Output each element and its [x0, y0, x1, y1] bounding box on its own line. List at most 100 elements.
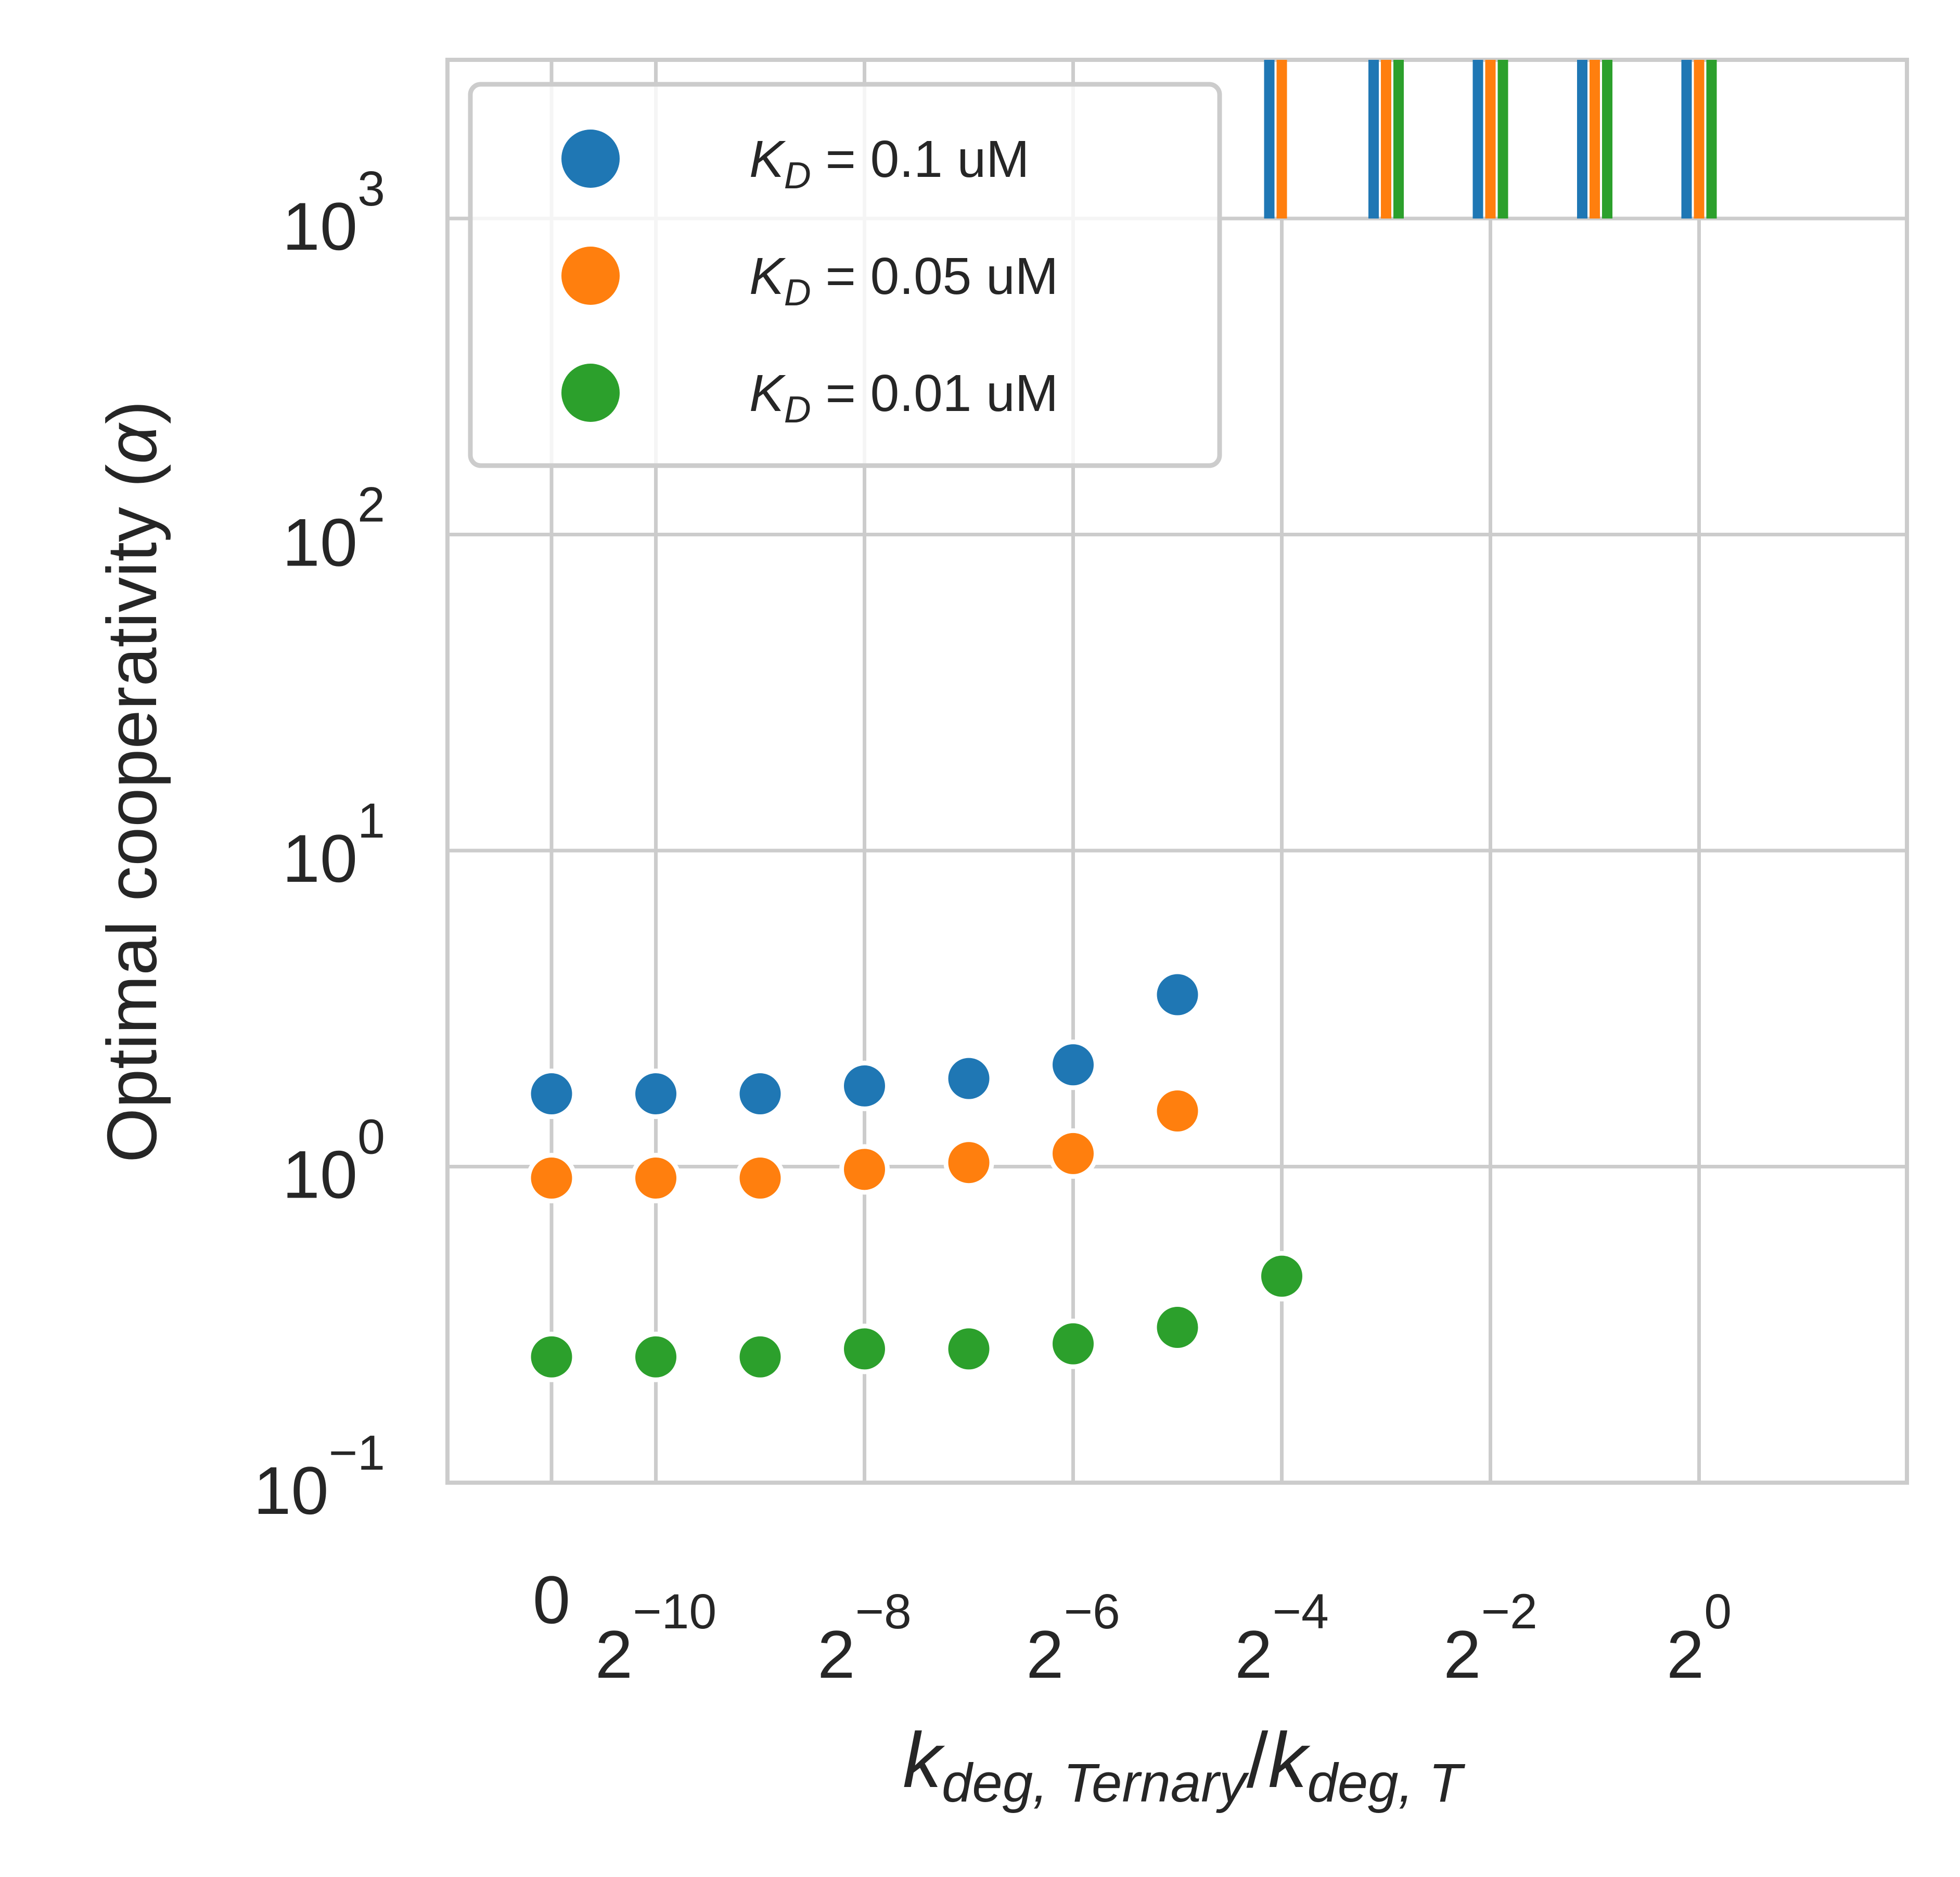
data-point — [735, 1152, 786, 1203]
legend-item: KD = 0.01 uM — [561, 364, 1058, 431]
y-tick-base: 10 — [283, 188, 358, 264]
y-tick-exponent: −1 — [329, 1425, 385, 1481]
legend-marker — [561, 130, 620, 188]
y-tick-label: 100 — [283, 1110, 385, 1213]
y-title-symbol: α — [93, 422, 171, 464]
beyond-axis-marker — [1393, 60, 1404, 218]
legend-item: KD = 0.1 uM — [561, 130, 1029, 197]
beyond-axis-marker — [1577, 60, 1587, 218]
x-tick-label: 0 — [533, 1562, 570, 1638]
beyond-axis-marker — [1472, 60, 1483, 218]
legend-marker — [561, 364, 620, 422]
plot-frame — [445, 58, 1909, 1485]
y-tick-label: 102 — [283, 478, 385, 581]
y-tick-base: 10 — [283, 505, 358, 581]
y-tick-base: 10 — [283, 1137, 358, 1213]
data-point — [839, 1144, 890, 1195]
data-point — [943, 1323, 994, 1374]
beyond-axis-markers — [1264, 60, 1717, 218]
x-tick-label: 2−8 — [817, 1584, 912, 1692]
beyond-axis-marker — [1694, 60, 1705, 218]
y-tick-exponent: 3 — [357, 161, 385, 216]
legend-label: KD = 0.01 uM — [749, 364, 1058, 431]
x-axis-title: kdeg, Ternary/kdeg, T — [903, 1716, 1466, 1814]
y-tick-base: 10 — [283, 820, 358, 896]
data-point — [735, 1331, 786, 1382]
data-point — [839, 1060, 890, 1111]
x-tick-base: 2 — [1443, 1616, 1481, 1692]
x-tick-label: 2−4 — [1235, 1584, 1329, 1692]
x-title-numerator-sub: deg, Ternary — [942, 1753, 1249, 1814]
beyond-axis-marker — [1590, 60, 1600, 218]
x-tick-label: 2−10 — [595, 1584, 716, 1692]
x-title-base: k — [903, 1716, 945, 1804]
x-tick-base: 2 — [1026, 1616, 1064, 1692]
x-tick-exponent: −2 — [1481, 1584, 1537, 1639]
legend-label: KD = 0.1 uM — [749, 130, 1029, 197]
beyond-axis-marker — [1381, 60, 1391, 218]
beyond-axis-marker — [1264, 60, 1275, 218]
y-tick-exponent: 1 — [357, 793, 385, 848]
legend-items: KD = 0.1 uM KD = 0.05 uM KD = 0.01 uM — [561, 130, 1058, 431]
x-tick-exponent: −10 — [633, 1584, 716, 1639]
x-title-denominator-sub: deg, T — [1307, 1753, 1466, 1814]
x-tick-base: 2 — [1667, 1616, 1704, 1692]
y-title-close: ) — [93, 401, 171, 424]
data-point — [839, 1323, 890, 1374]
x-tick-exponent: −4 — [1272, 1584, 1328, 1639]
data-point — [1048, 1039, 1098, 1090]
data-points — [526, 969, 1307, 1382]
legend-label: KD = 0.05 uM — [749, 247, 1058, 314]
y-title-text: Optimal cooperativity ( — [93, 464, 171, 1163]
beyond-axis-marker — [1276, 60, 1287, 218]
x-tick-base: 2 — [1235, 1616, 1272, 1692]
y-tick-label: 103 — [283, 161, 385, 264]
data-point — [1257, 1251, 1307, 1302]
data-point — [943, 1137, 994, 1188]
legend-box — [468, 82, 1222, 468]
x-tick-label: 2−2 — [1443, 1584, 1538, 1692]
plot-border — [445, 58, 1909, 1485]
data-point — [631, 1331, 681, 1382]
data-point — [1048, 1128, 1098, 1179]
y-tick-base: 10 — [253, 1452, 329, 1528]
x-tick-labels: 02−102−82−62−42−220 — [533, 1562, 1732, 1692]
y-axis-title: Optimal cooperativity (α) — [93, 401, 171, 1163]
data-point — [943, 1053, 994, 1104]
x-tick-exponent: −6 — [1064, 1584, 1120, 1639]
y-tick-label: 10−1 — [253, 1425, 385, 1528]
x-title-base-2: k — [1268, 1716, 1311, 1804]
data-point — [1152, 1086, 1203, 1137]
x-tick-base: 2 — [817, 1616, 855, 1692]
x-tick-base: 0 — [533, 1562, 570, 1638]
y-tick-exponent: 0 — [357, 1110, 385, 1165]
beyond-axis-marker — [1368, 60, 1379, 218]
beyond-axis-marker — [1485, 60, 1496, 218]
legend-marker — [561, 247, 620, 305]
data-point — [631, 1152, 681, 1203]
x-tick-label: 2−6 — [1026, 1584, 1120, 1692]
data-point — [1152, 1302, 1203, 1353]
beyond-axis-marker — [1602, 60, 1612, 218]
x-tick-base: 2 — [595, 1616, 633, 1692]
data-point — [735, 1069, 786, 1120]
y-tick-label: 101 — [283, 793, 385, 896]
beyond-axis-marker — [1497, 60, 1508, 218]
data-point — [631, 1069, 681, 1120]
x-title-separator: / — [1247, 1716, 1269, 1804]
data-point — [526, 1152, 577, 1203]
x-tick-exponent: −8 — [855, 1584, 911, 1639]
x-tick-label: 20 — [1667, 1584, 1732, 1692]
y-tick-exponent: 2 — [357, 478, 385, 533]
beyond-axis-marker — [1681, 60, 1692, 218]
legend-item: KD = 0.05 uM — [561, 247, 1058, 314]
data-point — [1048, 1318, 1098, 1369]
beyond-axis-marker — [1706, 60, 1717, 218]
data-point — [1152, 969, 1203, 1020]
data-point — [526, 1069, 577, 1120]
legend: KD = 0.1 uM KD = 0.05 uM KD = 0.01 uM — [468, 82, 1222, 468]
x-tick-exponent: 0 — [1704, 1584, 1732, 1639]
